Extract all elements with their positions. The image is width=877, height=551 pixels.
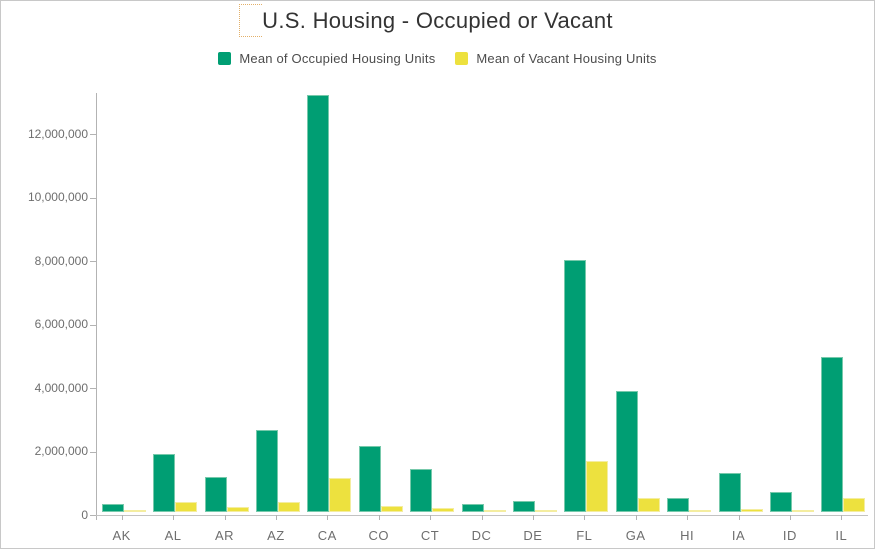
- y-axis-line: [96, 93, 97, 520]
- bar-occupied-DC[interactable]: [461, 504, 484, 512]
- x-axis-label-IL: IL: [835, 528, 848, 543]
- chart-title[interactable]: U.S. Housing - Occupied or Vacant: [262, 8, 613, 33]
- bar-vacant-ID[interactable]: [791, 510, 814, 512]
- x-axis-tick-mark: [532, 515, 534, 520]
- bar-occupied-IA[interactable]: [718, 473, 741, 512]
- legend-item-occupied[interactable]: Mean of Occupied Housing Units: [218, 51, 435, 66]
- x-axis-label-GA: GA: [625, 528, 646, 543]
- vacant-series-swatch-icon: [455, 52, 469, 65]
- x-axis-tick-mark: [687, 515, 689, 520]
- y-axis-tick-mark: [90, 515, 96, 516]
- bar-vacant-FL[interactable]: [586, 461, 609, 512]
- bar-vacant-AK[interactable]: [123, 510, 146, 512]
- bar-occupied-CT[interactable]: [410, 469, 433, 512]
- y-axis-tick-label: 6,000,000: [34, 317, 88, 331]
- x-axis-label-AK: AK: [112, 528, 131, 543]
- bar-occupied-GA[interactable]: [615, 391, 638, 512]
- x-axis-tick-mark: [841, 515, 843, 520]
- y-axis-tick-mark: [90, 197, 96, 199]
- x-axis-tick-mark: [121, 515, 123, 520]
- bar-occupied-AZ[interactable]: [255, 430, 278, 512]
- x-axis-label-DE: DE: [523, 528, 543, 543]
- x-axis-tick-mark: [430, 515, 432, 520]
- title-edit-outline: [239, 4, 262, 37]
- y-axis-tick-mark: [90, 388, 96, 389]
- x-axis-label-ID: ID: [782, 528, 797, 543]
- y-axis-tick-label: 0: [81, 507, 88, 522]
- bar-vacant-CT[interactable]: [432, 508, 455, 512]
- y-axis-tick-mark: [90, 134, 96, 135]
- x-axis-tick-mark: [635, 515, 637, 520]
- y-axis-tick-label: 4,000,000: [34, 380, 88, 395]
- bar-vacant-AL[interactable]: [175, 502, 198, 512]
- x-axis-tick-mark: [224, 515, 226, 520]
- bar-vacant-IL[interactable]: [843, 498, 866, 512]
- bar-vacant-IA[interactable]: [740, 509, 763, 512]
- bar-occupied-AL[interactable]: [153, 454, 176, 512]
- x-axis-tick-mark: [275, 515, 277, 520]
- occupied-series-swatch-icon: [218, 52, 232, 65]
- bar-occupied-DE[interactable]: [512, 501, 535, 512]
- bar-vacant-DC[interactable]: [483, 510, 506, 512]
- bar-occupied-AR[interactable]: [204, 477, 227, 512]
- bar-occupied-FL[interactable]: [564, 260, 587, 512]
- x-axis-tick-mark: [327, 515, 329, 520]
- y-axis-tick-label: 10,000,000: [27, 190, 88, 204]
- x-axis-tick-mark: [481, 515, 483, 520]
- y-axis-tick-mark: [90, 324, 96, 326]
- bar-vacant-CA[interactable]: [329, 478, 352, 512]
- x-axis-tick-mark: [173, 515, 175, 520]
- x-axis-label-CT: CT: [420, 528, 440, 543]
- x-axis-tick-mark: [789, 515, 791, 520]
- y-axis-tick-label: 8,000,000: [34, 253, 88, 268]
- bar-occupied-HI[interactable]: [667, 498, 690, 512]
- x-axis-label-CA: CA: [317, 528, 337, 543]
- y-axis-tick-mark: [90, 261, 96, 262]
- bar-occupied-ID[interactable]: [769, 492, 792, 512]
- bar-occupied-CA[interactable]: [307, 95, 330, 512]
- bar-occupied-CO[interactable]: [358, 446, 381, 512]
- x-axis-label-HI: HI: [680, 528, 695, 543]
- bar-vacant-HI[interactable]: [689, 510, 712, 512]
- chart-legend: Mean of Occupied Housing Units Mean of V…: [1, 51, 874, 66]
- legend-item-vacant[interactable]: Mean of Vacant Housing Units: [455, 51, 656, 66]
- x-axis-label-FL: FL: [576, 528, 593, 543]
- bar-occupied-AK[interactable]: [101, 504, 124, 512]
- y-axis-tick-label: 2,000,000: [34, 444, 88, 458]
- bar-vacant-DE[interactable]: [534, 510, 557, 512]
- y-axis-tick-label: 12,000,000: [27, 126, 88, 141]
- x-axis-tick-mark: [584, 515, 586, 520]
- bar-vacant-AR[interactable]: [226, 507, 249, 512]
- x-axis-label-AR: AR: [214, 528, 235, 543]
- x-axis-label-AZ: AZ: [267, 528, 285, 543]
- y-axis-tick-mark: [90, 451, 96, 453]
- x-axis-tick-mark: [378, 515, 380, 520]
- x-axis-label-DC: DC: [471, 528, 492, 543]
- x-axis-label-AL: AL: [164, 528, 182, 543]
- x-axis-label-CO: CO: [368, 528, 389, 543]
- bar-vacant-CO[interactable]: [380, 506, 403, 512]
- x-axis-tick-mark: [738, 515, 740, 520]
- legend-label-vacant: Mean of Vacant Housing Units: [476, 51, 657, 66]
- bar-vacant-AZ[interactable]: [277, 502, 300, 512]
- bar-vacant-GA[interactable]: [637, 498, 660, 512]
- legend-label-occupied: Mean of Occupied Housing Units: [239, 51, 436, 66]
- x-axis-label-IA: IA: [731, 528, 746, 543]
- bar-occupied-IL[interactable]: [821, 357, 844, 512]
